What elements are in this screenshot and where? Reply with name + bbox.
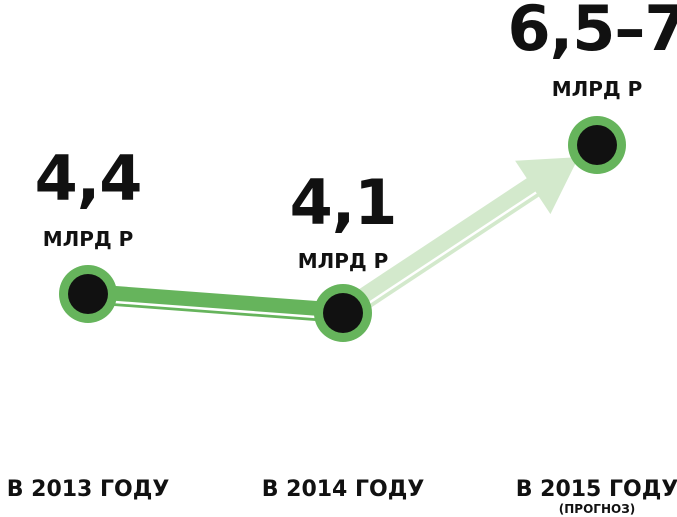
unit-label: МЛРД Р — [552, 77, 643, 101]
category-label: В 2015 ГОДУ — [516, 477, 677, 502]
value-label: 6,5–7 — [508, 0, 677, 65]
arrow-highlight — [345, 191, 537, 320]
category-label: В 2013 ГОДУ — [7, 477, 170, 502]
point — [323, 293, 363, 333]
category-label: В 2014 ГОДУ — [262, 477, 425, 502]
annotation: (ПРОГНОЗ) — [559, 502, 635, 516]
forecast-arrow — [336, 157, 579, 323]
value-label: 4,4 — [35, 142, 142, 215]
line-highlight — [87, 298, 344, 321]
line-segment — [87, 284, 344, 323]
point — [68, 273, 108, 314]
point — [577, 125, 617, 165]
unit-label: МЛРД Р — [298, 249, 389, 273]
unit-label: МЛРД Р — [43, 227, 134, 251]
value-label: 4,1 — [290, 166, 397, 239]
